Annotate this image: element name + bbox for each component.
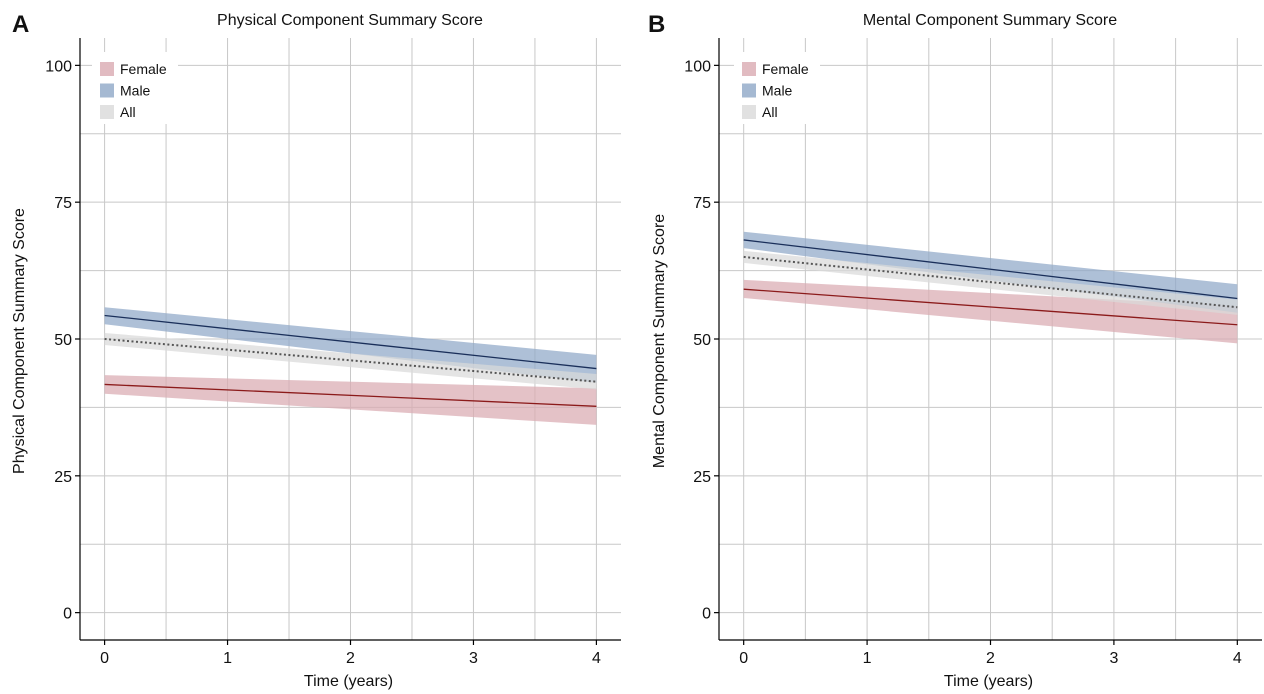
- y-tick-label: 50: [54, 332, 72, 349]
- legend-swatch-female: [742, 62, 756, 76]
- x-tick-label: 2: [986, 650, 995, 667]
- legend-label-male: Male: [762, 83, 793, 99]
- chart-title: Physical Component Summary Score: [217, 12, 483, 29]
- legend-swatch-male: [742, 83, 756, 98]
- x-tick-label: 3: [1109, 650, 1118, 667]
- y-tick-label: 25: [693, 469, 711, 486]
- x-tick-label: 0: [100, 650, 109, 667]
- legend-label-all: All: [762, 104, 778, 120]
- legend: Female Male All: [734, 52, 820, 124]
- y-tick-label: 25: [54, 469, 72, 486]
- y-axis-title: Mental Component Summary Score: [651, 214, 668, 468]
- confidence-band-female: [743, 279, 1238, 344]
- y-tick-label: 75: [693, 195, 711, 212]
- legend-swatch-male: [100, 83, 114, 98]
- x-tick-label: 4: [592, 650, 601, 667]
- series-line-all: [743, 255, 1238, 309]
- legend-label-all: All: [120, 104, 136, 120]
- x-tick-label: 2: [346, 650, 355, 667]
- legend: Female Male All: [92, 52, 178, 124]
- y-tick-label: 75: [54, 195, 72, 212]
- x-tick-label: 1: [223, 650, 232, 667]
- y-tick-label: 0: [702, 606, 711, 623]
- y-tick-label: 100: [684, 58, 711, 75]
- series-line-female: [104, 383, 597, 407]
- x-tick-label: 3: [469, 650, 478, 667]
- x-tick-label: 4: [1233, 650, 1242, 667]
- legend-label-male: Male: [120, 83, 151, 99]
- y-tick-label: 0: [63, 606, 72, 623]
- legend-swatch-all: [742, 105, 756, 119]
- legend-swatch-female: [100, 62, 114, 76]
- confidence-band-all: [104, 332, 597, 390]
- series-line-all: [104, 338, 597, 383]
- legend-label-female: Female: [120, 61, 167, 77]
- confidence-band-female: [104, 375, 597, 425]
- series-line-male: [104, 314, 597, 370]
- legend-label-female: Female: [762, 61, 809, 77]
- x-tick-label: 1: [863, 650, 872, 667]
- series-line-female: [743, 288, 1238, 326]
- x-tick-label: 0: [739, 650, 748, 667]
- y-tick-label: 50: [693, 332, 711, 349]
- y-axis-title: Physical Component Summary Score: [11, 208, 28, 474]
- x-axis-title: Time (years): [304, 673, 393, 690]
- y-tick-label: 100: [45, 58, 72, 75]
- chart-panel-b: 0 25 50 75 100 0 1 2 3 4 Time (years) Mental Compon…: [648, 11, 1262, 690]
- series-line-male: [743, 239, 1238, 300]
- chart-panel-a: 0 25 50 75 100 0 1 2 3 4 Time (years) Physical Comp…: [11, 11, 621, 690]
- panel-letter: A: [12, 11, 29, 38]
- chart-title: Mental Component Summary Score: [863, 12, 1117, 29]
- legend-swatch-all: [100, 105, 114, 119]
- x-axis-title: Time (years): [944, 673, 1033, 690]
- panel-letter: B: [648, 11, 665, 38]
